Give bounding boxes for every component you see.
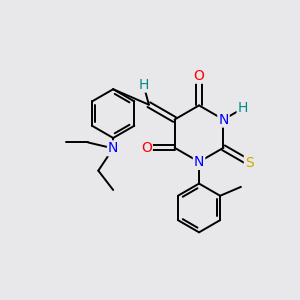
Text: O: O <box>141 141 152 155</box>
Text: N: N <box>194 155 204 169</box>
Text: N: N <box>218 112 229 127</box>
Text: N: N <box>108 141 119 155</box>
Text: S: S <box>245 156 254 170</box>
Text: O: O <box>194 69 205 83</box>
Text: H: H <box>238 101 248 116</box>
Text: H: H <box>138 78 149 92</box>
